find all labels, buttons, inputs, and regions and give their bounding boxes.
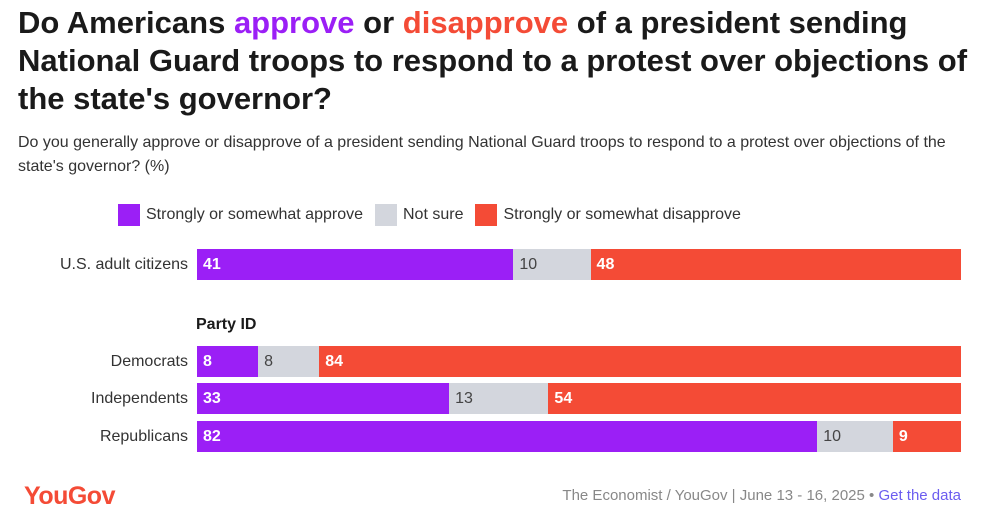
legend-swatch-not-sure [375, 204, 397, 226]
legend-label-disapprove: Strongly or somewhat disapprove [503, 206, 741, 223]
bar-segment-disapprove-u-s-adult-citizens: 48 [590, 249, 961, 280]
row-label-democrats: Democrats [110, 353, 188, 370]
title-part-2: or [354, 5, 403, 40]
source-text: The Economist / YouGov | June 13 - 16, 2… [562, 487, 875, 504]
bar-segment-notsure-democrats: 8 [258, 346, 320, 377]
bar-segment-notsure-independents: 13 [449, 383, 549, 414]
group-label-party-id: Party ID [196, 316, 257, 333]
bar-segment-notsure-u-s-adult-citizens: 10 [513, 249, 591, 280]
bar-u-s-adult-citizens: 41 10 48 [197, 249, 961, 280]
bar-segment-approve-democrats: 8 [197, 346, 259, 377]
bar-segment-disapprove-republicans: 9 [892, 421, 961, 452]
bar-segment-approve-u-s-adult-citizens: 41 [197, 249, 514, 280]
row-label-republicans: Republicans [99, 428, 188, 445]
title-part-1: Do Americans [18, 5, 234, 40]
legend-item-not-sure: Not sure [375, 204, 463, 226]
chart-title: Do Americans approve or disapprove of a … [18, 4, 978, 118]
legend-swatch-approve [118, 204, 140, 226]
footer-source: The Economist / YouGov | June 13 - 16, 2… [562, 487, 961, 504]
bar-republicans: 82 10 9 [197, 421, 961, 452]
bar-segment-notsure-republicans: 10 [817, 421, 893, 452]
row-label-independents: Independents [91, 390, 188, 407]
bar-segment-approve-republicans: 82 [197, 421, 818, 452]
bar-independents: 33 13 54 [197, 383, 961, 414]
bar-segment-disapprove-independents: 54 [548, 383, 961, 414]
legend-item-disapprove: Strongly or somewhat disapprove [475, 204, 741, 226]
title-disapprove-word: disapprove [402, 5, 569, 40]
row-label-u-s-adult-citizens: U.S. adult citizens [59, 256, 188, 273]
chart-subtitle: Do you generally approve or disapprove o… [18, 134, 946, 175]
legend-label-not-sure: Not sure [403, 206, 464, 223]
yougov-logo: YouGov [24, 482, 115, 510]
get-the-data-link[interactable]: Get the data [878, 487, 961, 504]
legend-item-approve: Strongly or somewhat approve [118, 204, 363, 226]
bar-segment-disapprove-democrats: 84 [319, 346, 961, 377]
title-part-3: of a president sending National Guard tr… [18, 5, 968, 116]
chart-legend: Strongly or somewhat approve Not sure St… [118, 203, 753, 227]
legend-label-approve: Strongly or somewhat approve [146, 206, 363, 223]
title-approve-word: approve [233, 5, 355, 40]
bar-segment-approve-independents: 33 [197, 383, 450, 414]
legend-swatch-disapprove [475, 204, 498, 226]
bar-democrats: 8 8 84 [197, 346, 961, 377]
